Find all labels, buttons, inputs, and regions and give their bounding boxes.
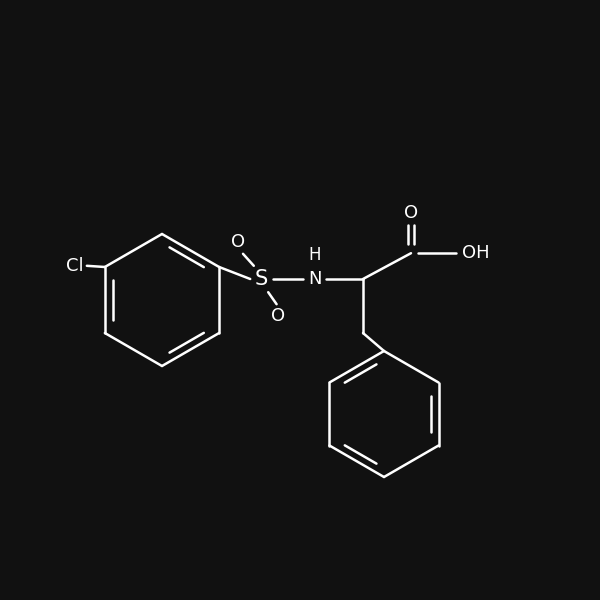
Text: OH: OH bbox=[462, 244, 490, 262]
Text: O: O bbox=[231, 233, 245, 251]
Text: S: S bbox=[254, 269, 268, 289]
Text: O: O bbox=[271, 307, 285, 325]
Text: N: N bbox=[308, 270, 322, 288]
Text: Cl: Cl bbox=[66, 257, 84, 275]
Text: H: H bbox=[309, 246, 321, 264]
Text: O: O bbox=[404, 204, 418, 222]
